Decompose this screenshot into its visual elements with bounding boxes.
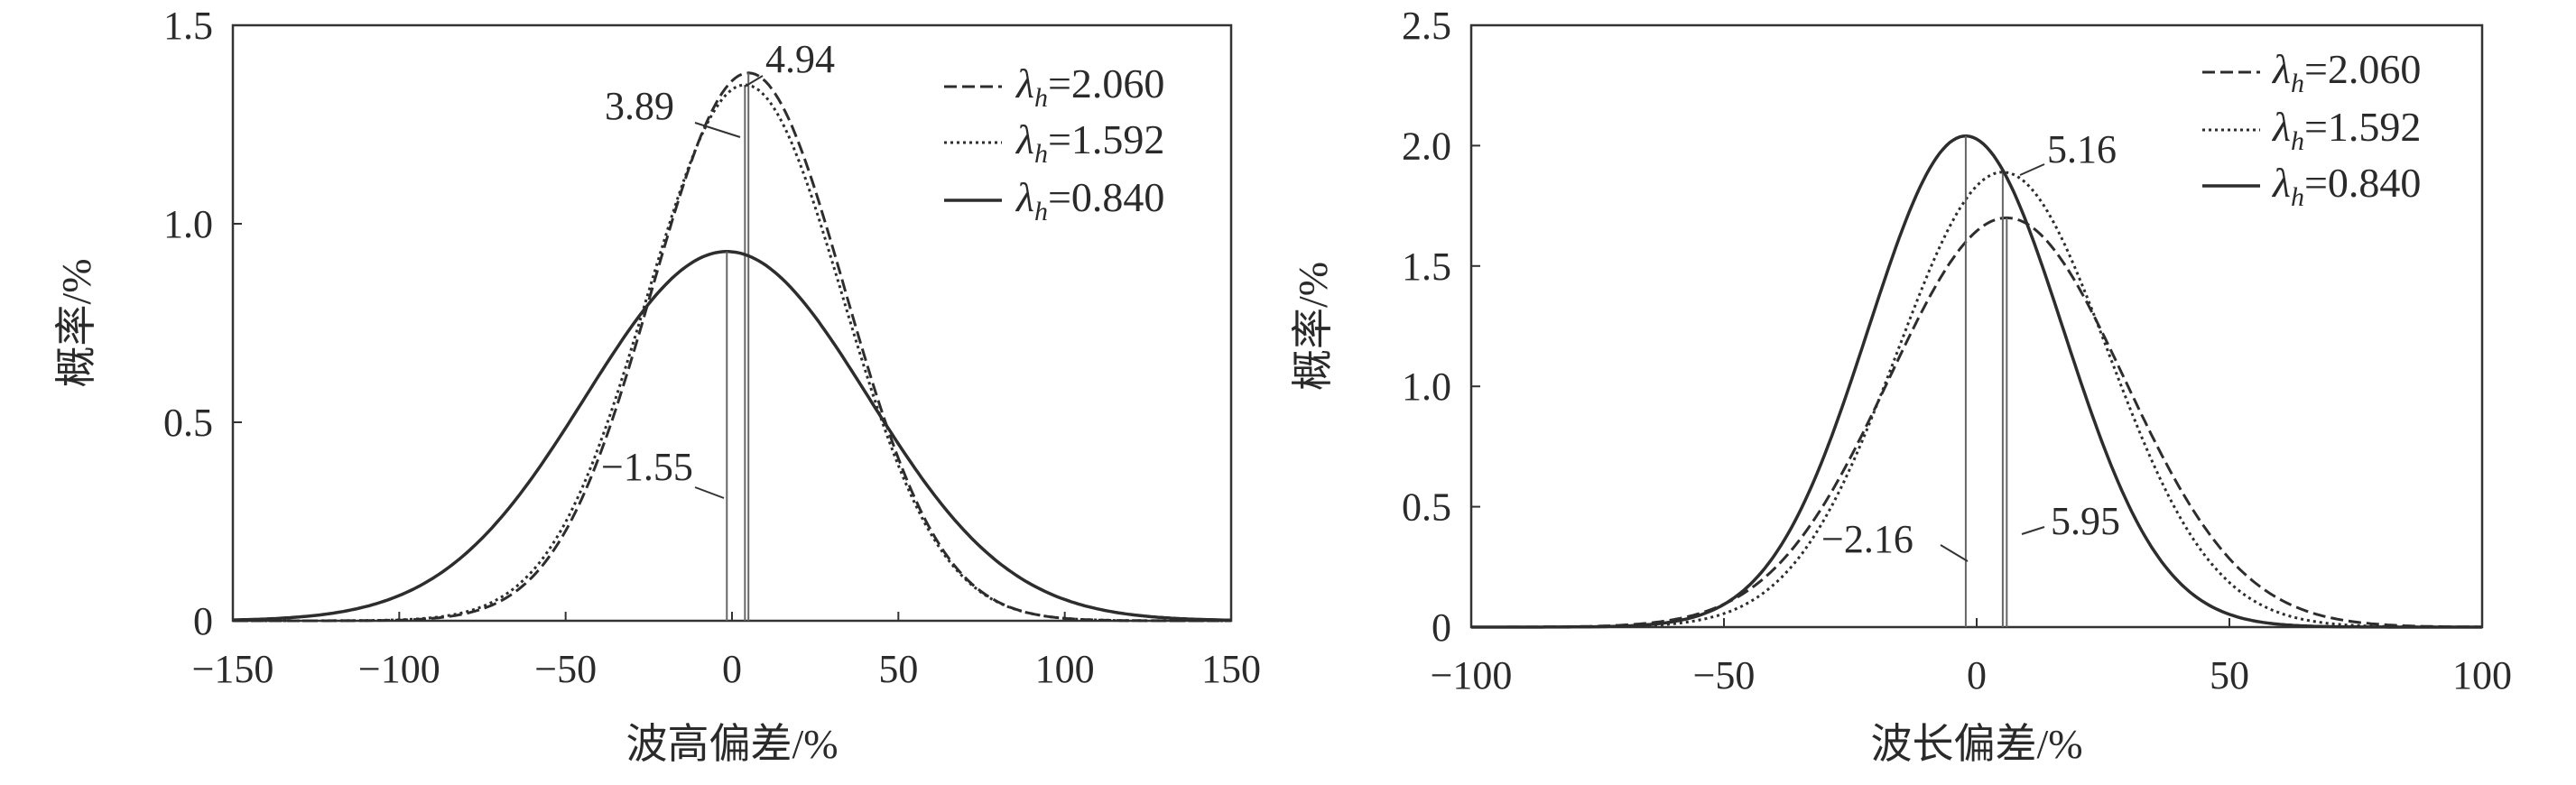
annotation-leader	[694, 122, 741, 138]
legend-subscript: h	[2291, 126, 2304, 156]
annotation-label: 3.89	[605, 84, 674, 128]
legend-value: =0.840	[1048, 174, 1164, 220]
annotation-label: −1.55	[601, 445, 693, 489]
y-tick-label: 1.5	[163, 4, 213, 48]
legend-subscript: h	[1034, 139, 1048, 169]
chart-panel-2: −100 −50 0 50 100 0 0.5 1.0 1.5 2.0 2.5 波长偏差/% 概率/% 5…	[1290, 4, 2512, 767]
x-axis-title: 波高偏差/%	[625, 721, 838, 767]
legend-entry: λh=2.060	[1015, 60, 1164, 113]
x-axis-title: 波长偏差/%	[1870, 721, 2082, 767]
legend-value: =0.840	[2304, 160, 2421, 206]
y-tick-label: 0.5	[163, 401, 213, 445]
x-tick-label: 150	[1201, 647, 1261, 691]
series-line-dotted	[233, 83, 1231, 623]
annotation-leader	[1940, 544, 1969, 562]
legend-subscript: h	[2291, 69, 2304, 98]
series-line-dotted	[1471, 171, 2482, 629]
x-tick-label: 50	[878, 647, 918, 691]
series-line-solid	[1471, 134, 2482, 629]
legend-entry: λh=1.592	[2271, 104, 2421, 156]
x-tick-label: −150	[192, 647, 274, 691]
annotation-label: 4.94	[765, 37, 835, 81]
legend-lambda: λ	[1015, 116, 1034, 162]
y-tick-label: 0	[1432, 605, 1451, 650]
series-line-dashed	[1471, 216, 2482, 629]
x-tick-label: −100	[1431, 653, 1513, 697]
x-tick-label: 100	[2452, 653, 2512, 697]
legend-subscript: h	[1034, 83, 1048, 113]
x-tick-label: −50	[1693, 653, 1756, 697]
legend-lambda: λ	[2271, 160, 2291, 206]
annotation-label: 5.95	[2051, 499, 2120, 543]
annotation-label: −2.16	[1821, 517, 1913, 561]
series-line-solid	[232, 250, 1232, 623]
legend-entry: λh=2.060	[2271, 46, 2421, 98]
x-tick-label: 0	[1967, 653, 1987, 697]
annotation-label: 5.16	[2047, 127, 2117, 171]
legend-subscript: h	[2291, 182, 2304, 212]
annotation-leader	[694, 486, 725, 499]
y-tick-label: 0.5	[1402, 485, 1451, 530]
legend-lambda: λ	[1015, 174, 1034, 220]
legend-value: =1.592	[1048, 116, 1164, 162]
annotation-leader	[2021, 526, 2045, 535]
y-axis-title: 概率/%	[1290, 262, 1336, 391]
y-tick-label: 1.0	[1402, 365, 1451, 409]
legend-value: =2.060	[2304, 46, 2421, 92]
x-tick-label: 50	[2210, 653, 2249, 697]
y-tick-label: 2.0	[1402, 124, 1451, 168]
legend-entry: λh=1.592	[1015, 116, 1164, 169]
y-axis-title: 概率/%	[53, 258, 99, 387]
plot-frame	[231, 23, 1233, 623]
annotation-leader	[744, 75, 764, 88]
legend-lambda: λ	[1015, 60, 1034, 106]
y-tick-label: 0	[193, 599, 213, 643]
y-tick-label: 1.0	[163, 202, 213, 246]
legend-lambda: λ	[2271, 46, 2291, 92]
legend-lambda: λ	[2271, 104, 2291, 150]
legend-value: =1.592	[2304, 104, 2421, 150]
legend-subscript: h	[1034, 197, 1048, 226]
y-tick-label: 2.5	[1402, 4, 1451, 48]
annotation-leader	[2019, 163, 2045, 176]
legend-entry: λh=0.840	[2271, 160, 2421, 212]
y-tick-label: 1.5	[1402, 245, 1451, 289]
x-tick-label: −50	[534, 647, 597, 691]
legend-entry: λh=0.840	[1015, 174, 1164, 226]
x-tick-label: 0	[722, 647, 742, 691]
x-tick-label: 100	[1035, 647, 1095, 691]
x-tick-label: −100	[358, 647, 440, 691]
legend-value: =2.060	[1048, 60, 1164, 106]
chart-panel-1: −150 −100 −50 0 50 100 150 0 0.5 1.0 1.5 波高偏差/% 概率/%…	[53, 4, 1261, 767]
